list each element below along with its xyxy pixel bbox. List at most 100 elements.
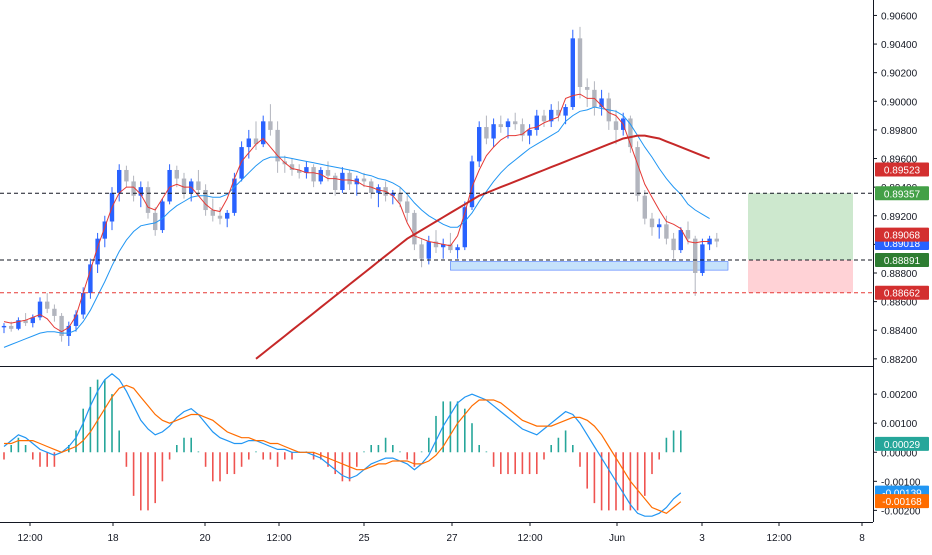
candle-body (333, 175, 338, 191)
macd-histogram-bar (46, 452, 48, 467)
candle-body (498, 124, 503, 128)
horizontal-lines-layer (0, 192, 872, 294)
macd-histogram-bar (24, 445, 27, 453)
macd-histogram-bar (507, 452, 509, 475)
candle-body (131, 181, 136, 196)
macd-histogram-bar (514, 452, 516, 475)
macd-histogram-bar (636, 452, 639, 511)
candle-body (23, 320, 28, 324)
x-tick-label: Jun (609, 533, 625, 544)
candles-layer (1, 26, 719, 346)
candle-body (678, 230, 683, 251)
candle-body (671, 238, 676, 251)
x-tick-label: 3 (699, 533, 705, 544)
macd-histogram-bar (377, 445, 380, 453)
candle-body (59, 315, 64, 336)
badge-signal-bg (875, 494, 929, 509)
macd-histogram-bar (579, 452, 581, 467)
candle-body (693, 238, 698, 273)
macd-histogram-bar (500, 452, 502, 475)
macd-histogram-bar (478, 445, 480, 453)
macd-histogram-bar (593, 452, 596, 504)
macd-histogram-bar (428, 437, 430, 453)
badge-signal-label: -0.00168 (882, 497, 922, 508)
macd-histogram-bar (471, 423, 473, 453)
macd-histogram-bar (125, 452, 128, 467)
macd-y-tick-label: 0.00100 (881, 419, 918, 430)
macd-histogram-bar (528, 452, 531, 475)
macd-histogram-bar (464, 408, 466, 453)
candle-body (549, 109, 554, 122)
badge-target-label: 0.89357 (884, 189, 921, 200)
macd-histogram-bar (82, 408, 84, 453)
macd-histogram-bar (68, 445, 70, 453)
signal-line (4, 384, 682, 514)
candle-body (124, 169, 129, 182)
candle-body (513, 121, 518, 125)
badge-price-a-bg (875, 227, 929, 242)
badge-ma-label: 0.89523 (884, 166, 921, 177)
macd-y-tick-label: -0.00200 (881, 506, 921, 517)
candle-body (268, 121, 273, 130)
candle-body (297, 169, 302, 173)
badge-ma: 0.89523 (875, 162, 929, 177)
macd-histogram-bar (39, 452, 41, 467)
badge-target: 0.89357 (875, 186, 929, 201)
candle-body (556, 109, 561, 116)
macd-histogram-bar (341, 452, 344, 482)
candle-body (160, 201, 165, 231)
candle-body (469, 161, 475, 208)
badge-price-b-label: 0.89018 (884, 239, 921, 250)
macd-line (3, 373, 682, 517)
macd-histogram-bar (104, 379, 106, 453)
y-tick-label: 0.89800 (881, 126, 918, 137)
stop-zone (748, 259, 853, 293)
macd-histogram-bar (111, 394, 113, 453)
macd-histogram-bar (536, 452, 538, 475)
candle-body (505, 121, 511, 128)
macd-histogram-bar (312, 452, 315, 460)
candle-body (81, 293, 86, 315)
macd-histogram-bar (168, 452, 171, 460)
candle-body (642, 195, 647, 219)
candle-body (613, 121, 619, 130)
candle-body (412, 212, 417, 245)
macd-histogram-bar (644, 452, 646, 496)
macd-histogram-bar (665, 437, 668, 453)
badge-hist-label: 0.00029 (884, 440, 921, 451)
macd-histogram-bar (233, 452, 236, 475)
macd-histogram-bar (147, 452, 149, 511)
candle-body (664, 224, 669, 239)
candle-body (95, 238, 100, 265)
candle-body (174, 169, 179, 179)
macd-histogram-bar (3, 452, 5, 460)
candle-body (700, 244, 705, 273)
macd-histogram-bar (240, 452, 243, 467)
target-zone (748, 193, 853, 260)
candle-body (628, 118, 633, 148)
candle-body (541, 115, 547, 122)
macd-histogram-bar (284, 452, 286, 460)
candle-body (217, 215, 223, 219)
macd-histogram-bar (248, 452, 250, 460)
ema-fast-line (3, 93, 710, 333)
candle-body (37, 301, 43, 318)
x-tick-label: 20 (199, 533, 211, 544)
macd-histogram-bar (32, 452, 34, 460)
badge-hist: 0.00029 (875, 436, 929, 451)
macd-histogram-bar (557, 437, 560, 453)
macd-histogram-bar (334, 452, 336, 475)
macd-histogram-bar (132, 452, 135, 496)
candle-body (520, 124, 525, 136)
candle-body (419, 244, 424, 259)
candle-body (340, 172, 345, 191)
macd-histogram-bar (413, 452, 416, 467)
macd-histogram-bar (118, 430, 120, 453)
macd-histogram-bar (363, 451, 365, 453)
candle-body (275, 129, 280, 162)
candle-body (325, 169, 331, 176)
macd-histogram-bar (449, 401, 452, 453)
